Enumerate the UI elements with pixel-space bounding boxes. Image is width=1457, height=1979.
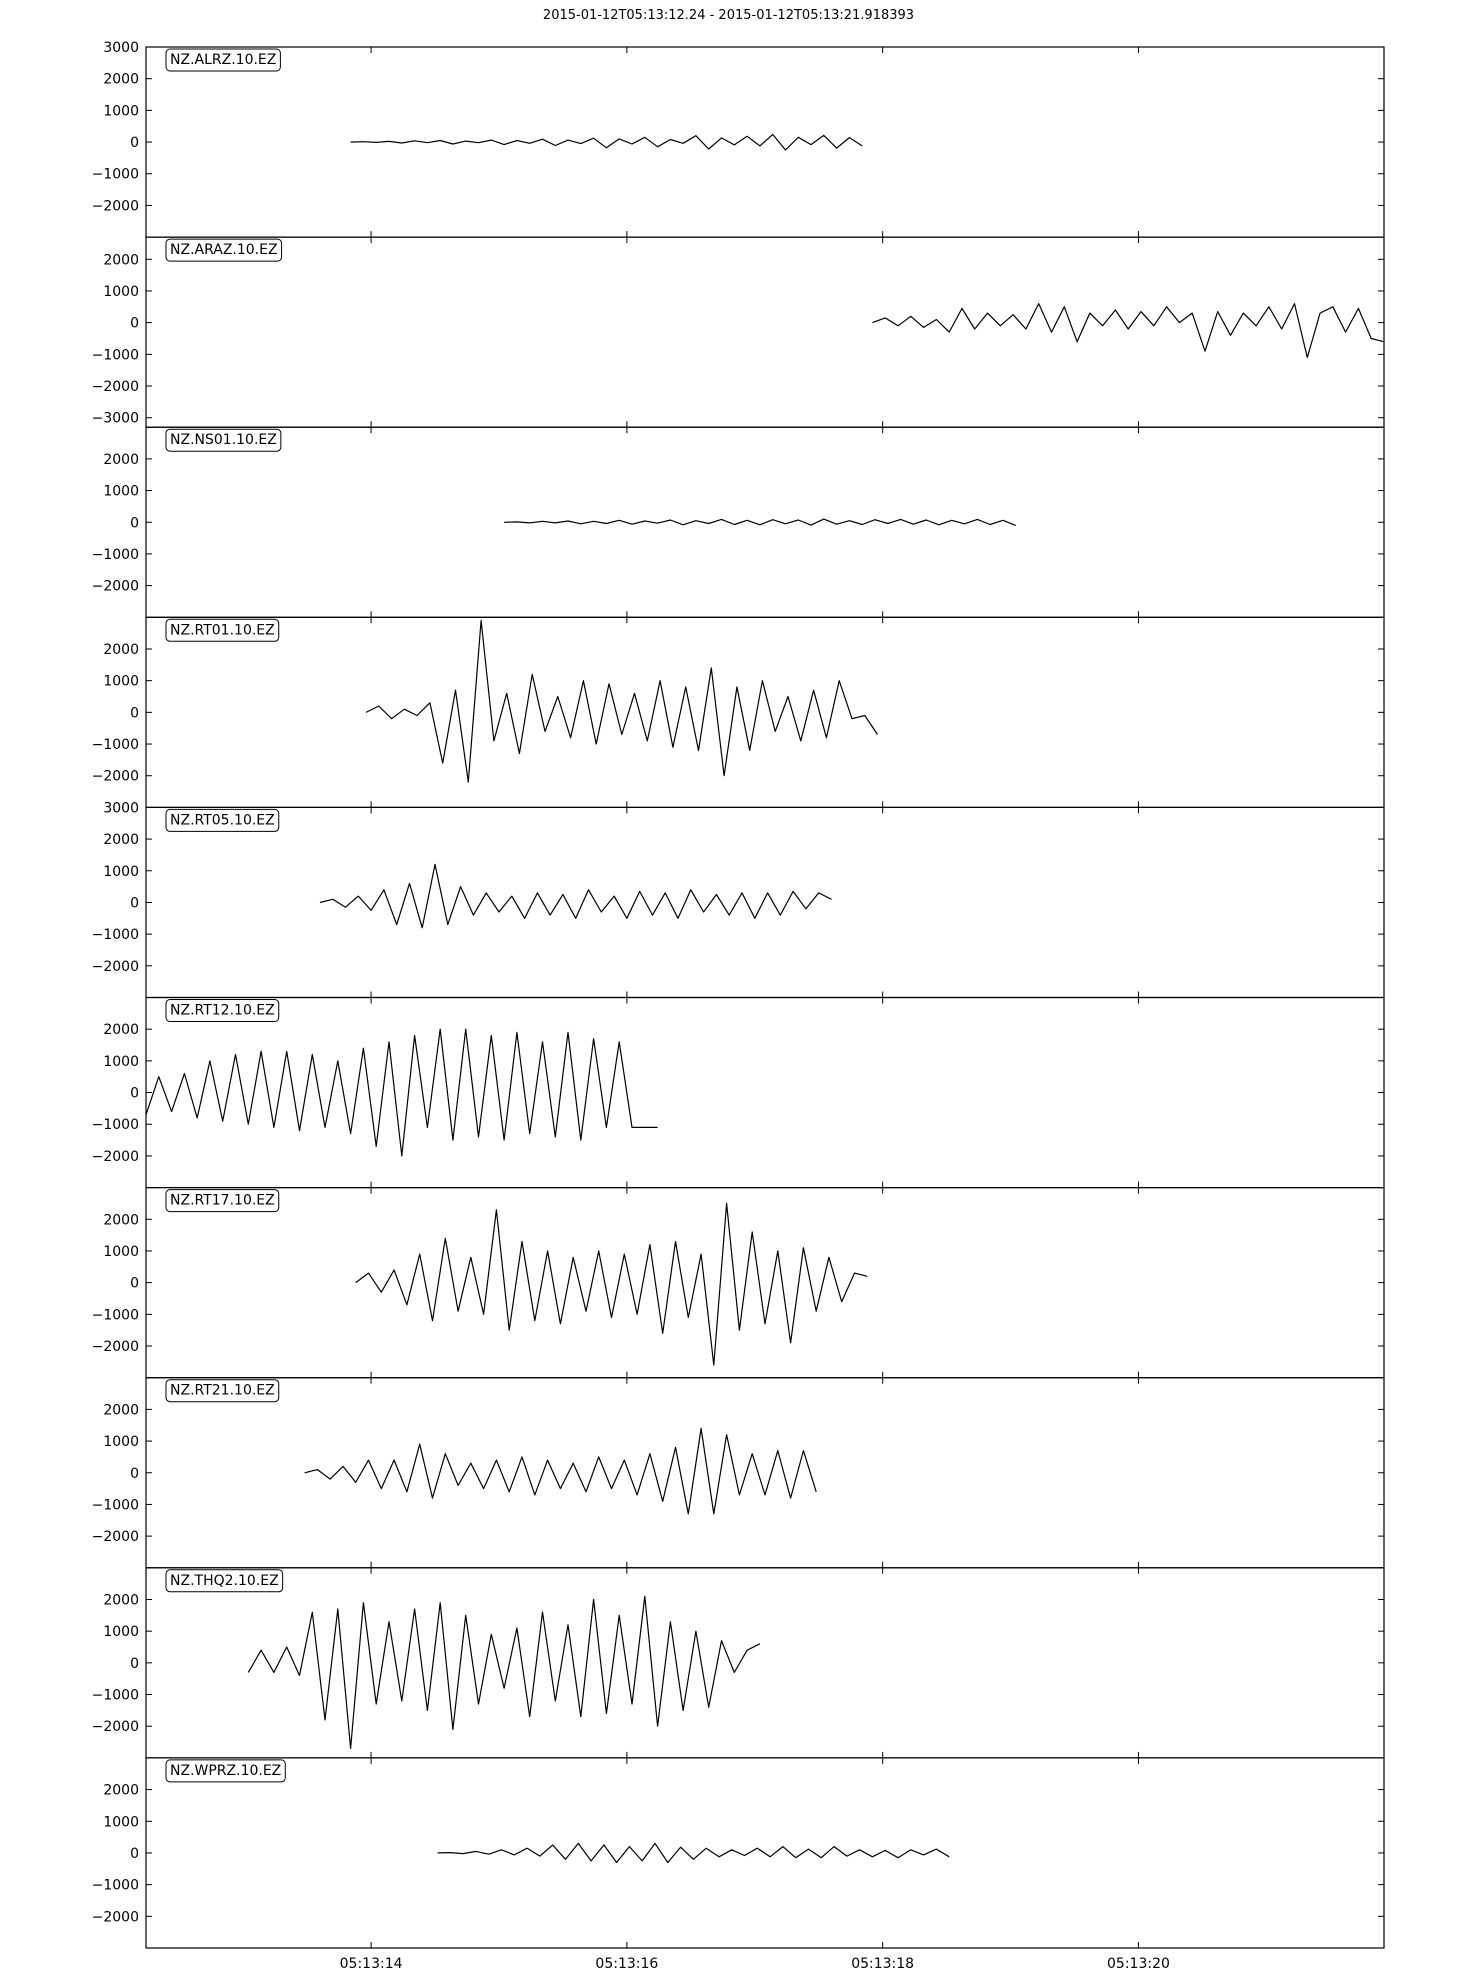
waveform-trace	[365, 619, 878, 783]
y-tick-label: −2000	[92, 1149, 139, 1165]
station-label: NZ.RT21.10.EZ	[170, 1383, 275, 1399]
station-label-box	[165, 48, 281, 72]
station-label: NZ.RT17.10.EZ	[170, 1193, 275, 1209]
y-tick-label: −3000	[92, 411, 139, 427]
y-tick-label: −2000	[92, 1719, 139, 1735]
y-tick-label: −1000	[92, 1307, 139, 1323]
y-tick-label: 2000	[103, 1783, 139, 1799]
y-tick-label: −2000	[92, 379, 139, 395]
waveform-trace	[145, 1028, 658, 1157]
y-tick-label: 0	[130, 705, 139, 721]
y-tick-label: −2000	[92, 769, 139, 785]
y-tick-label: 1000	[103, 1054, 139, 1070]
y-tick-label: 3000	[103, 40, 139, 56]
y-tick-label: 0	[130, 1276, 139, 1292]
y-tick-label: 1000	[103, 1814, 139, 1830]
y-tick-label: −1000	[92, 547, 139, 563]
station-label: NZ.RT01.10.EZ	[170, 622, 275, 638]
y-tick-label: −1000	[92, 347, 139, 363]
y-tick-label: −1000	[92, 927, 139, 943]
y-tick-label: 0	[130, 1466, 139, 1482]
station-label-box	[165, 428, 282, 452]
x-tick-label: 05:13:14	[340, 1956, 403, 1972]
y-tick-label: 1000	[103, 674, 139, 690]
y-tick-label: −2000	[92, 1339, 139, 1355]
x-tick-label: 05:13:16	[595, 1956, 658, 1972]
x-tick-label: 05:13:20	[1107, 1956, 1170, 1972]
y-tick-label: 1000	[103, 284, 139, 300]
y-tick-label: 1000	[103, 1624, 139, 1640]
waveform-trace	[872, 303, 1385, 359]
station-label: NZ.ARAZ.10.EZ	[170, 242, 278, 258]
waveform-trace	[350, 133, 863, 151]
station-label: NZ.RT12.10.EZ	[170, 1003, 275, 1019]
y-tick-label: 0	[130, 1656, 139, 1672]
station-label-box	[165, 238, 283, 262]
y-tick-label: −1000	[92, 167, 139, 183]
y-tick-label: −2000	[92, 959, 139, 975]
y-tick-label: 1000	[103, 103, 139, 119]
station-label-box	[165, 1759, 286, 1783]
y-tick-label: −1000	[92, 737, 139, 753]
waveform-trace	[504, 518, 1016, 526]
panel-frame	[145, 806, 1385, 999]
y-tick-label: 3000	[103, 800, 139, 816]
y-tick-label: 0	[130, 135, 139, 151]
panel-frame	[145, 1377, 1385, 1569]
y-tick-label: 1000	[103, 864, 139, 880]
y-tick-label: 2000	[103, 1592, 139, 1608]
waveform-trace	[319, 863, 832, 929]
y-tick-label: −2000	[92, 198, 139, 214]
y-tick-label: 1000	[103, 1434, 139, 1450]
panel-frame	[145, 616, 1385, 808]
y-tick-label: 2000	[103, 642, 139, 658]
y-tick-label: 0	[130, 316, 139, 332]
station-label: NZ.ALRZ.10.EZ	[170, 52, 276, 68]
y-tick-label: 2000	[103, 72, 139, 88]
station-label-box	[165, 618, 280, 642]
y-tick-label: 1000	[103, 1244, 139, 1260]
station-label-box	[165, 808, 280, 832]
waveform-trace	[355, 1202, 868, 1366]
y-tick-label: −1000	[92, 1117, 139, 1133]
y-tick-label: 2000	[103, 252, 139, 268]
y-tick-label: −2000	[92, 1529, 139, 1545]
waveform-trace	[304, 1427, 817, 1515]
y-tick-label: 2000	[103, 452, 139, 468]
station-label-box	[165, 999, 280, 1022]
y-tick-label: −2000	[92, 579, 139, 595]
y-tick-label: 2000	[103, 832, 139, 848]
station-label: NZ.WPRZ.10.EZ	[170, 1763, 281, 1779]
station-label: NZ.THQ2.10.EZ	[170, 1573, 279, 1589]
y-tick-label: 0	[130, 1846, 139, 1862]
x-tick-label: 05:13:18	[851, 1956, 914, 1972]
station-label: NZ.RT05.10.EZ	[170, 812, 275, 828]
y-tick-label: 0	[130, 895, 139, 911]
y-tick-label: 0	[130, 1086, 139, 1102]
y-tick-label: −1000	[92, 1497, 139, 1513]
y-tick-label: 2000	[103, 1402, 139, 1418]
y-tick-label: −2000	[92, 1909, 139, 1925]
chart-title: 2015-01-12T05:13:12.24 - 2015-01-12T05:1…	[542, 8, 915, 23]
waveform-trace	[247, 1595, 761, 1750]
station-label: NZ.NS01.10.EZ	[170, 432, 277, 448]
station-label-box	[165, 1189, 280, 1213]
y-tick-label: 0	[130, 515, 139, 531]
y-tick-label: 1000	[103, 484, 139, 500]
waveform-trace	[437, 1842, 950, 1864]
y-tick-label: 2000	[103, 1022, 139, 1038]
station-label-box	[165, 1379, 280, 1403]
panel-frame	[145, 1186, 1385, 1379]
station-label-box	[165, 1569, 284, 1593]
y-tick-label: −1000	[92, 1688, 139, 1704]
y-tick-label: 2000	[103, 1212, 139, 1228]
y-tick-label: −1000	[92, 1878, 139, 1894]
